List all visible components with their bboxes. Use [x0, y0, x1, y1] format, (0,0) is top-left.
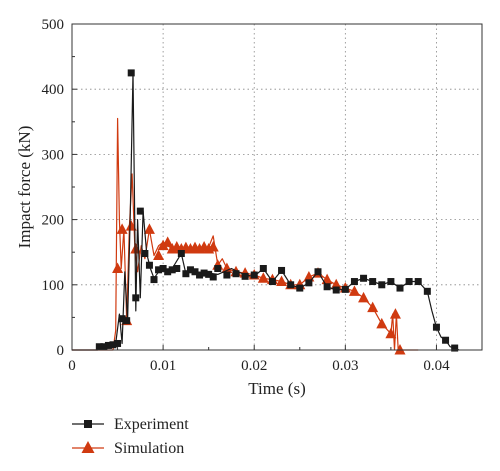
data-point-experiment [223, 271, 231, 279]
data-point-simulation [125, 220, 137, 231]
data-point-experiment [432, 323, 440, 331]
data-point-experiment [205, 270, 213, 278]
data-point-simulation [221, 262, 233, 273]
legend-experiment-marker [84, 420, 92, 428]
data-point-experiment [369, 278, 377, 286]
data-point-simulation [376, 317, 388, 329]
data-point-experiment [250, 271, 258, 279]
data-point-simulation [276, 275, 288, 287]
data-point-experiment [186, 266, 194, 274]
data-point-experiment [155, 266, 163, 274]
legend: Experiment Simulation [72, 416, 189, 457]
data-point-experiment [405, 278, 413, 286]
data-point-experiment [118, 315, 126, 323]
data-point-experiment [287, 281, 295, 289]
y-tick-label: 300 [42, 147, 65, 163]
data-point-experiment [360, 274, 368, 282]
data-point-experiment [141, 250, 149, 258]
data-point-simulation [358, 291, 370, 303]
legend-item-experiment: Experiment [72, 416, 189, 433]
data-point-experiment [241, 272, 249, 280]
y-tick-label: 100 [42, 278, 65, 294]
data-point-experiment [150, 276, 158, 284]
data-point-simulation [162, 236, 174, 247]
x-tick-label: 0.04 [423, 358, 450, 374]
data-point-simulation [257, 272, 269, 283]
data-point-simulation [112, 262, 124, 273]
data-point-experiment [423, 287, 431, 295]
x-tick-label: 0.02 [241, 358, 267, 374]
data-point-experiment [104, 341, 112, 349]
x-tick-label: 0 [68, 358, 76, 374]
data-point-experiment [414, 278, 422, 286]
data-point-experiment [451, 344, 459, 352]
y-tick-label: 0 [57, 343, 65, 359]
data-point-experiment [95, 343, 103, 351]
data-point-experiment [145, 261, 153, 269]
data-point-experiment [378, 281, 386, 289]
data-point-experiment [127, 69, 135, 77]
data-point-experiment [159, 265, 167, 272]
data-point-experiment [109, 341, 117, 349]
legend-simulation-marker [81, 441, 95, 453]
data-point-experiment [296, 284, 304, 292]
legend-simulation-label: Simulation [114, 440, 184, 457]
data-point-experiment [136, 207, 144, 215]
x-axis-title: Time (s) [248, 379, 305, 398]
data-point-simulation [348, 285, 360, 296]
data-point-experiment [100, 343, 108, 351]
data-point-experiment [350, 278, 358, 286]
data-point-simulation [385, 327, 397, 339]
y-tick-label: 200 [42, 213, 65, 229]
grid [72, 24, 482, 350]
data-point-simulation [116, 223, 128, 234]
y-axis-title: Impact force (kN) [15, 126, 34, 249]
data-point-experiment [191, 268, 199, 276]
data-point-experiment [396, 284, 404, 292]
data-point-simulation [207, 240, 219, 252]
data-point-experiment [209, 273, 217, 281]
data-point-experiment [173, 265, 181, 272]
data-point-experiment [132, 294, 140, 302]
data-point-experiment [341, 285, 349, 293]
data-point-simulation [143, 223, 155, 234]
data-point-experiment [182, 270, 190, 278]
data-point-experiment [323, 283, 331, 291]
data-point-experiment [332, 286, 340, 294]
axes: 0 0.01 0.02 0.03 0.04 0 100 200 300 400 500 [42, 17, 451, 374]
series-experiment [72, 69, 460, 352]
data-point-experiment [168, 266, 176, 274]
data-point-simulation [153, 249, 165, 260]
data-point-experiment [278, 266, 286, 274]
y-tick-label: 400 [42, 82, 65, 98]
data-point-experiment [259, 265, 267, 272]
data-point-simulation [157, 239, 169, 251]
data-point-experiment [387, 278, 395, 286]
x-tick-label: 0.01 [150, 358, 176, 374]
data-point-experiment [214, 265, 222, 272]
data-point-simulation [367, 301, 379, 313]
legend-experiment-label: Experiment [114, 416, 189, 433]
data-point-experiment [232, 270, 240, 278]
data-point-experiment [442, 336, 450, 344]
data-point-experiment [268, 278, 276, 286]
data-point-simulation [394, 344, 406, 355]
data-point-experiment [114, 339, 122, 347]
data-point-experiment [196, 271, 204, 279]
legend-item-simulation: Simulation [72, 440, 184, 457]
data-point-simulation [389, 308, 401, 319]
data-point-experiment [123, 317, 131, 325]
data-point-experiment [314, 268, 322, 276]
data-point-experiment [164, 268, 172, 276]
series-layer [72, 69, 460, 355]
y-tick-label: 500 [42, 17, 65, 33]
x-tick-label: 0.03 [332, 358, 358, 374]
data-point-experiment [200, 269, 208, 277]
data-point-experiment [177, 250, 185, 258]
data-point-experiment [305, 279, 313, 287]
